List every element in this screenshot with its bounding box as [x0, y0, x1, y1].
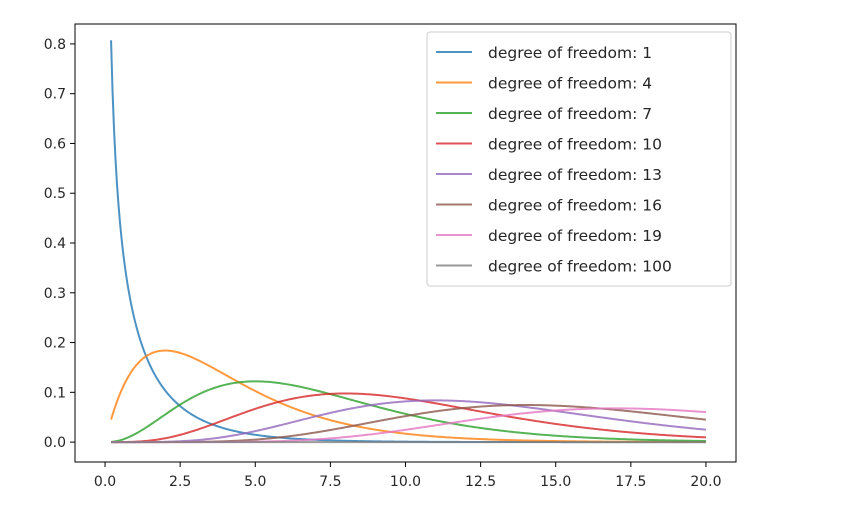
- x-tick-label: 12.5: [465, 474, 496, 490]
- legend-label-df-13: degree of freedom: 13: [488, 166, 662, 184]
- x-axis: 0.0 2.5 5.0 7.5 10.0 12.5 15.0 17.5 20.0: [94, 462, 722, 490]
- y-tick-label: 0.6: [44, 136, 66, 152]
- x-tick-label: 17.5: [615, 474, 646, 490]
- x-tick-label: 20.0: [690, 474, 721, 490]
- series-line-df-7: [110, 380, 706, 443]
- y-tick-label: 0.0: [44, 435, 66, 451]
- series-line-df-16: [111, 404, 707, 444]
- y-tick-label: 0.4: [44, 236, 66, 252]
- x-tick-label: 5.0: [244, 474, 266, 490]
- y-tick-label: 0.5: [44, 186, 66, 202]
- y-tick-label: 0.7: [44, 87, 66, 103]
- legend-label-df-19: degree of freedom: 19: [488, 227, 662, 245]
- legend-label-df-7: degree of freedom: 7: [488, 105, 652, 123]
- y-tick-label: 0.3: [44, 286, 66, 302]
- legend-label-df-16: degree of freedom: 16: [488, 197, 662, 215]
- x-tick-label: 10.0: [390, 474, 421, 490]
- legend: degree of freedom: 1 degree of freedom: 4…: [426, 31, 732, 287]
- x-tick-label: 15.0: [540, 474, 571, 490]
- legend-label-df-100: degree of freedom: 100: [488, 258, 672, 276]
- legend-label-df-4: degree of freedom: 4: [488, 75, 652, 93]
- y-tick-label: 0.8: [44, 37, 66, 53]
- y-tick-label: 0.1: [44, 385, 66, 401]
- x-tick-label: 2.5: [169, 474, 191, 490]
- series-layer: [110, 40, 707, 444]
- legend-box: [426, 31, 732, 287]
- y-axis: 0.0 0.1 0.2 0.3 0.4 0.5 0.6 0.7 0.8: [44, 37, 75, 451]
- legend-label-df-1: degree of freedom: 1: [488, 44, 652, 62]
- series-line-df-10: [111, 392, 706, 444]
- legend-label-df-10: degree of freedom: 10: [488, 136, 662, 154]
- x-tick-label: 0.0: [94, 474, 116, 490]
- series-line-df-19: [111, 407, 707, 444]
- y-tick-label: 0.2: [44, 336, 66, 352]
- series-line-df-13: [111, 399, 707, 444]
- x-tick-label: 7.5: [319, 474, 341, 490]
